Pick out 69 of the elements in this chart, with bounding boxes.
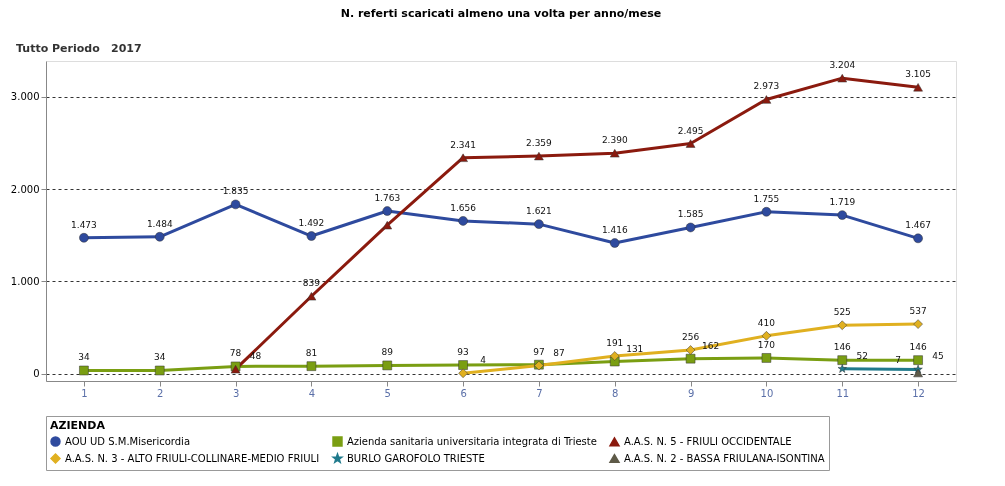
x-tick-label: 1 <box>81 387 88 399</box>
data-label: 1.416 <box>601 225 628 236</box>
x-tick-label: 2 <box>157 387 164 399</box>
data-label: 3.105 <box>905 69 931 80</box>
data-label: 78 <box>229 348 242 359</box>
data-label: 170 <box>757 339 776 350</box>
data-label: 1.585 <box>677 209 704 220</box>
data-label: 146 <box>909 342 927 353</box>
data-label: 2.495 <box>677 125 704 136</box>
data-label: 1.492 <box>298 218 325 229</box>
data-label: 1.763 <box>374 193 401 204</box>
data-label: 146 <box>833 342 852 353</box>
data-label: 81 <box>305 348 318 359</box>
legend-label: BURLO GAROFOLO TRIESTE <box>347 452 485 464</box>
data-label: 256 <box>681 332 700 343</box>
x-tick-label: 4 <box>308 387 316 399</box>
legend-label: AOU UD S.M.Misericordia <box>65 435 191 447</box>
x-tick-label: 8 <box>612 387 619 399</box>
legend-label: Azienda sanitaria universitaria integrata di Trieste <box>347 435 597 447</box>
data-label: 45 <box>932 351 944 362</box>
chart-title: N. referti scaricati almeno una volta per anno/mese <box>340 7 662 20</box>
data-label: 2.359 <box>526 138 553 149</box>
text: Tutto Periodo <box>16 42 101 55</box>
x-tick-label: 9 <box>687 387 695 399</box>
data-label: 537 <box>909 306 927 317</box>
data-label: 87 <box>553 347 565 358</box>
data-label: 839 <box>302 278 321 289</box>
y-tick-label: 0 <box>33 368 40 380</box>
data-label: 1.755 <box>753 193 780 204</box>
data-label: 410 <box>757 317 776 328</box>
data-label: 97 <box>533 346 545 357</box>
text: 2017 <box>111 42 142 55</box>
y-tick-label: 1.000 <box>10 275 40 287</box>
data-label: 34 <box>78 352 90 363</box>
y-tick-label: 3.000 <box>10 91 40 103</box>
y-tick-label: 2.000 <box>10 183 40 195</box>
data-label: 34 <box>154 352 166 363</box>
legend-label: A.A.S. N. 3 - ALTO FRIULI-COLLINARE-MEDIO FRIULI <box>65 452 320 464</box>
x-tick-label: 6 <box>460 387 467 399</box>
x-tick-label: 7 <box>536 387 543 399</box>
data-label: 131 <box>626 343 644 354</box>
data-label: 52 <box>856 350 868 361</box>
legend-label: A.A.S. N. 5 - FRIULI OCCIDENTALE <box>624 435 792 447</box>
data-label: 7 <box>895 354 901 365</box>
data-label: 525 <box>833 307 851 318</box>
x-tick-label: 12 <box>912 387 925 399</box>
data-label: 162 <box>701 340 720 351</box>
data-label: 1.835 <box>222 186 249 197</box>
data-label: 1.467 <box>905 220 931 231</box>
x-tick-label: 3 <box>232 387 240 399</box>
x-tick-label: 5 <box>384 387 391 399</box>
data-label: 1.656 <box>450 202 477 213</box>
data-label: 4 <box>480 355 487 366</box>
data-label: 48 <box>249 351 262 362</box>
data-label: 93 <box>457 347 469 358</box>
data-label: 1.719 <box>829 197 856 208</box>
legend-label: A.A.S. N. 2 - BASSA FRIULANA-ISONTINA <box>624 452 825 464</box>
data-label: 1.484 <box>146 218 173 229</box>
x-tick-label: 10 <box>760 387 774 399</box>
data-label: 1.473 <box>71 219 97 230</box>
data-label: 1.621 <box>526 206 552 217</box>
data-label: 89 <box>381 347 394 358</box>
data-label: 2.341 <box>450 139 476 150</box>
x-tick-label: 11 <box>836 387 850 399</box>
data-label: 191 <box>606 338 624 349</box>
legend-title: AZIENDA <box>50 419 106 432</box>
data-label: 3.204 <box>829 60 856 71</box>
data-label: 2.390 <box>601 135 628 146</box>
data-label: 2.973 <box>753 81 780 92</box>
